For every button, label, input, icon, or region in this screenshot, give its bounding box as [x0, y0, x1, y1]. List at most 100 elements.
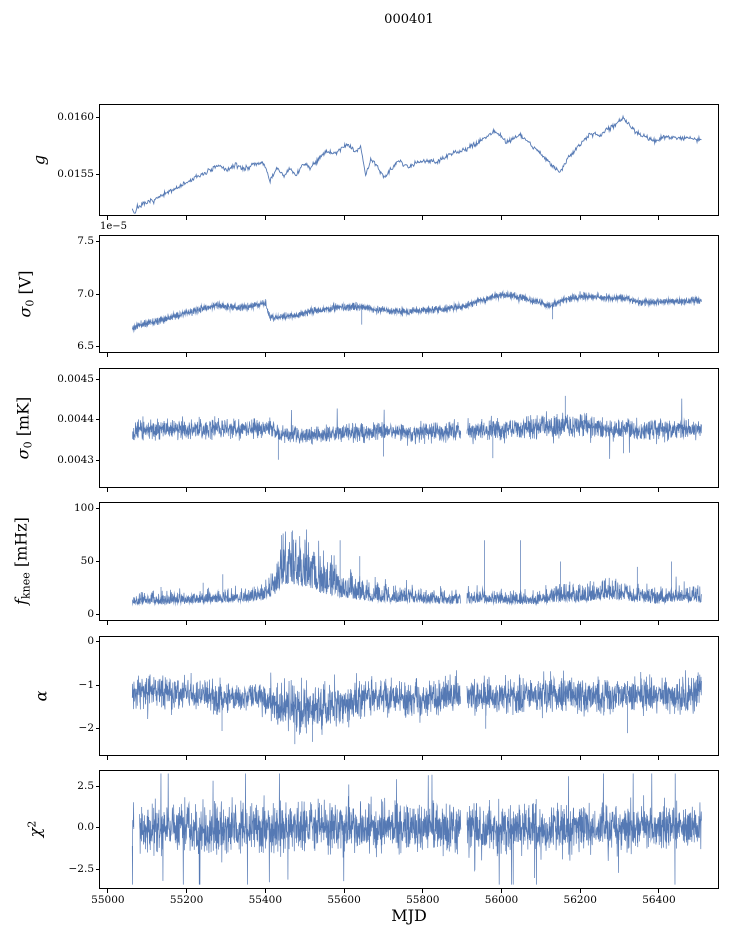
y-tick-label: 0: [87, 608, 94, 621]
x-tick-mark: [658, 488, 660, 492]
x-tick-mark: [107, 488, 109, 492]
y-tick-mark: [95, 561, 99, 562]
x-tick-mark: [343, 621, 345, 625]
x-tick-mark: [658, 756, 660, 760]
plot-canvas-sigma0-v: [100, 236, 718, 352]
subplot-sigma0-v: [99, 235, 719, 353]
x-tick-mark: [501, 889, 502, 893]
x-tick-mark: [579, 353, 581, 357]
x-tick-label: 55000: [91, 894, 125, 906]
subplot-fknee: [99, 502, 719, 621]
subplot-g: [99, 104, 719, 216]
x-tick-label: 56400: [642, 894, 676, 906]
x-tick-mark: [186, 488, 188, 492]
ylabel-main: f: [11, 598, 31, 605]
y-tick-mark: [95, 684, 99, 686]
axis-offset-text: 1e−5: [100, 221, 128, 232]
x-tick-mark: [264, 756, 266, 760]
y-tick-label: 0.0155: [57, 168, 94, 181]
x-tick-mark: [186, 889, 188, 893]
y-tick-label: 0.0160: [57, 111, 94, 124]
x-axis-label: MJD: [391, 906, 427, 925]
x-tick-label: 55200: [169, 894, 204, 906]
x-tick-mark: [422, 889, 424, 893]
y-tick-label: −1: [78, 678, 94, 691]
x-tick-mark: [579, 889, 581, 893]
x-tick-mark: [501, 216, 502, 220]
y-tick-mark: [95, 827, 99, 829]
x-tick-mark: [658, 889, 660, 893]
y-tick-mark: [95, 640, 99, 642]
x-tick-mark: [501, 621, 502, 625]
y-tick-mark: [95, 293, 99, 295]
x-tick-mark: [422, 488, 424, 492]
x-tick-mark: [264, 488, 266, 492]
y-tick-label: 2.5: [77, 779, 94, 792]
x-tick-mark: [186, 216, 188, 220]
subplot-chi2: [99, 770, 719, 889]
y-tick-label: 100: [73, 501, 94, 514]
plot-canvas-g: [100, 105, 718, 215]
x-tick-label: 55800: [406, 894, 440, 906]
x-tick-mark: [422, 621, 424, 625]
y-tick-mark: [95, 507, 99, 509]
y-tick-mark: [95, 728, 99, 730]
y-tick-mark: [95, 785, 99, 787]
x-tick-mark: [264, 216, 266, 220]
plot-canvas-fknee: [100, 503, 718, 620]
x-tick-mark: [579, 621, 581, 625]
x-tick-mark: [579, 488, 581, 492]
x-tick-mark: [264, 353, 266, 357]
x-tick-mark: [107, 756, 109, 760]
x-tick-mark: [422, 756, 424, 760]
x-tick-label: 55600: [327, 894, 361, 906]
plot-canvas-alpha: [100, 637, 718, 755]
y-tick-mark: [95, 117, 99, 119]
x-tick-mark: [186, 353, 188, 357]
x-tick-label: 56000: [484, 894, 519, 906]
x-tick-label: 56200: [563, 894, 597, 906]
x-tick-mark: [107, 216, 109, 220]
y-tick-label: −2: [78, 722, 94, 735]
x-tick-mark: [107, 621, 109, 625]
x-tick-mark: [186, 621, 188, 625]
x-tick-mark: [186, 756, 188, 760]
y-tick-label: 7.0: [77, 287, 94, 300]
y-tick-label: 0: [87, 634, 94, 647]
x-tick-mark: [579, 216, 581, 220]
x-tick-mark: [422, 216, 424, 220]
subplot-alpha: [99, 636, 719, 756]
y-axis-label-alpha: α: [32, 691, 53, 702]
y-tick-label: 0.0045: [57, 372, 94, 385]
y-tick-mark: [95, 346, 99, 348]
y-tick-label: 50: [80, 555, 94, 567]
figure-title: 000401: [384, 12, 434, 27]
x-tick-mark: [658, 621, 660, 625]
x-tick-mark: [264, 889, 266, 893]
x-tick-mark: [658, 216, 660, 220]
ylabel-main: σ: [15, 306, 35, 318]
x-tick-mark: [501, 488, 502, 492]
y-tick-mark: [95, 174, 99, 176]
y-axis-label-sigma0-mk: σ0 [mK]: [13, 396, 35, 460]
subplot-sigma0-mk: [99, 368, 719, 488]
y-tick-label: 6.5: [77, 340, 94, 353]
y-tick-label: −2.5: [68, 863, 95, 876]
x-tick-mark: [343, 889, 345, 893]
y-tick-label: 7.5: [77, 234, 94, 247]
x-tick-mark: [107, 353, 109, 357]
y-axis-label-g: g: [30, 155, 51, 165]
x-tick-mark: [579, 756, 581, 760]
plot-canvas-sigma0-mk: [100, 369, 718, 487]
y-tick-label: 0.0: [77, 821, 94, 834]
x-tick-mark: [343, 488, 345, 492]
y-tick-mark: [95, 869, 99, 871]
plot-canvas-chi2: [100, 771, 718, 888]
x-tick-mark: [264, 621, 266, 625]
x-tick-mark: [107, 889, 109, 893]
ylabel-main: α: [31, 690, 51, 702]
ylabel-main: g: [29, 154, 49, 166]
y-tick-mark: [95, 378, 99, 380]
y-tick-mark: [95, 240, 99, 242]
